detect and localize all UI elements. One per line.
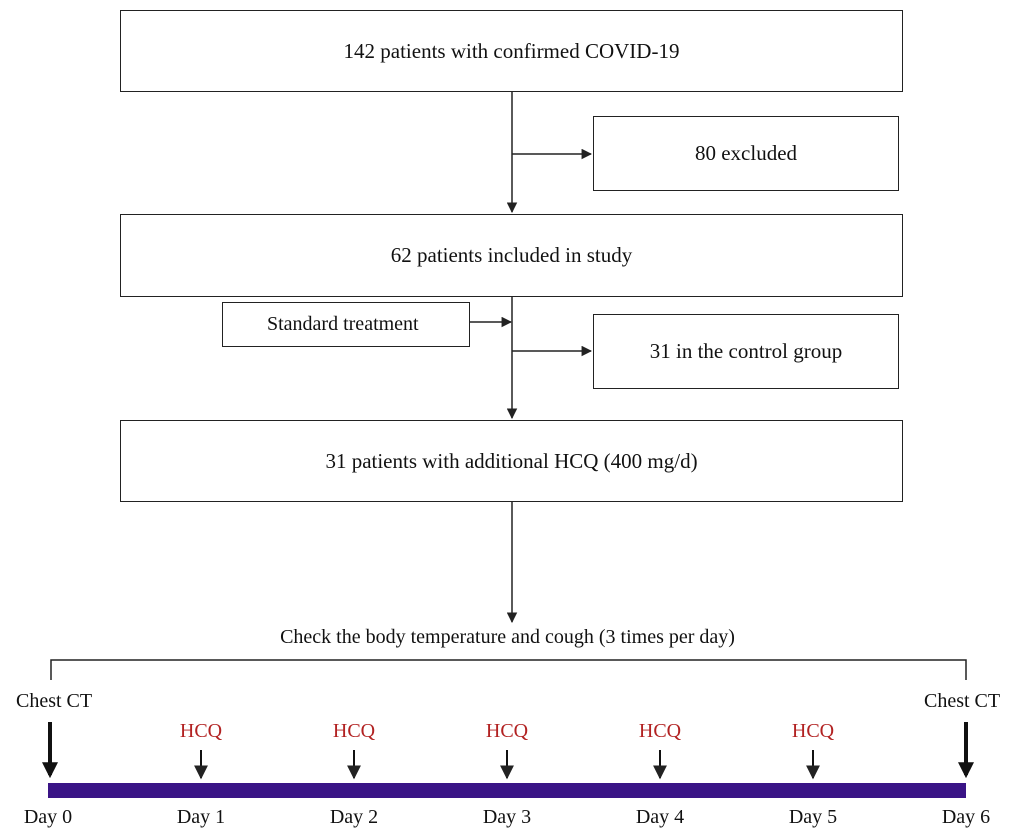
excluded-box: 80 excluded [593, 116, 899, 191]
day-label: Day 0 [23, 806, 73, 828]
day-label: Day 4 [635, 806, 685, 828]
total-patients-label: 142 patients with confirmed COVID-19 [343, 38, 680, 63]
hcq-dose-label: HCQ [179, 720, 223, 742]
total-patients-box: 142 patients with confirmed COVID-19 [120, 10, 903, 92]
control-group-box: 31 in the control group [593, 314, 899, 389]
day-label: Day 2 [329, 806, 379, 828]
hcq-dose-label: HCQ [332, 720, 376, 742]
control-group-label: 31 in the control group [649, 339, 843, 363]
day-label: Day 6 [941, 806, 991, 828]
hcq-dose-label: HCQ [638, 720, 682, 742]
included-box: 62 patients included in study [120, 214, 903, 297]
treatment-timeline-bar [48, 783, 966, 798]
check-label: Check the body temperature and cough (3 … [280, 626, 735, 648]
day-label: Day 5 [788, 806, 838, 828]
day-label: Day 1 [176, 806, 226, 828]
hcq-group-box: 31 patients with additional HCQ (400 mg/… [120, 420, 903, 502]
standard-treatment-label: Standard treatment [267, 313, 419, 335]
check-period-bracket [50, 659, 967, 680]
included-label: 62 patients included in study [390, 243, 633, 267]
chest-ct-start-label: Chest CT [16, 690, 93, 712]
hcq-dose-label: HCQ [791, 720, 835, 742]
excluded-label: 80 excluded [694, 141, 798, 165]
chest-ct-end-label: Chest CT [924, 690, 1001, 712]
hcq-group-label: 31 patients with additional HCQ (400 mg/… [325, 448, 698, 473]
standard-treatment-box: Standard treatment [222, 302, 470, 347]
day-label: Day 3 [482, 806, 532, 828]
hcq-dose-label: HCQ [485, 720, 529, 742]
